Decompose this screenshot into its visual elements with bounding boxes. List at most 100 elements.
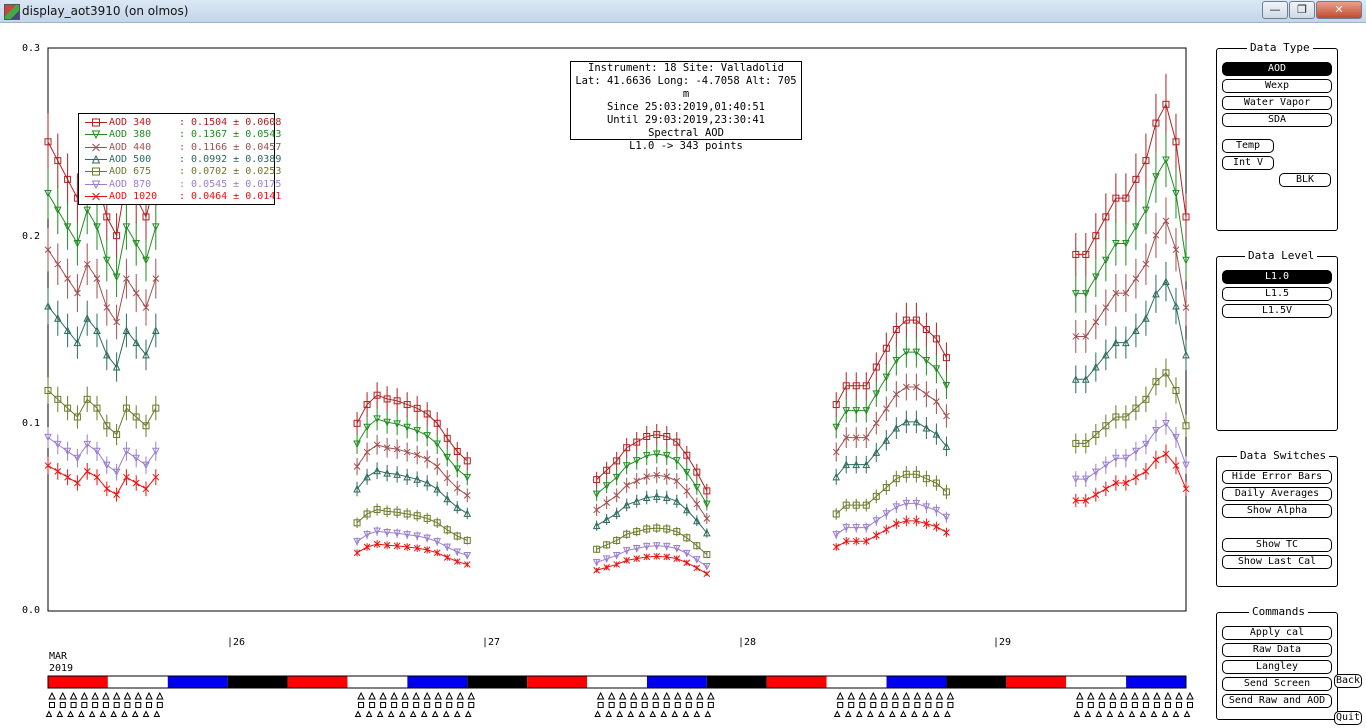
quit-button[interactable]: Quit xyxy=(1334,711,1362,725)
timeline-marker xyxy=(70,702,77,708)
data-point xyxy=(1082,497,1090,504)
data-point xyxy=(912,417,921,426)
timeline-segment xyxy=(587,676,647,688)
data-point xyxy=(593,476,601,484)
data-point xyxy=(383,444,391,452)
data-point xyxy=(882,344,890,352)
data-point xyxy=(453,548,462,557)
int-v-button[interactable]: Int V xyxy=(1222,156,1274,170)
apply-cal-button[interactable]: Apply cal xyxy=(1222,626,1332,640)
timeline-marker xyxy=(56,710,64,717)
level-l1-0-button[interactable]: L1.0 xyxy=(1222,270,1332,284)
data-point xyxy=(663,525,671,533)
data-point xyxy=(1132,447,1140,456)
data-point xyxy=(423,455,431,463)
data-point xyxy=(842,382,850,390)
data-point xyxy=(102,461,111,470)
timeline-marker xyxy=(902,691,911,700)
data-point xyxy=(453,558,461,565)
show-alpha-button[interactable]: Show Alpha xyxy=(1222,504,1332,518)
legend-value: : 0.1166 ± 0.0457 xyxy=(179,141,282,153)
data-point xyxy=(443,526,451,534)
water-vapor-button[interactable]: Water Vapor xyxy=(1222,96,1332,110)
data-point xyxy=(602,482,611,490)
data-point xyxy=(672,545,681,553)
hide-error-bars-button[interactable]: Hide Error Bars xyxy=(1222,470,1332,484)
timeline-segment xyxy=(467,676,528,688)
wexp-button[interactable]: Wexp xyxy=(1222,79,1332,93)
close-button[interactable]: ✕ xyxy=(1316,1,1362,19)
data-point xyxy=(862,434,870,441)
info-instrument: Instrument: 18 Site: Valladolid xyxy=(588,62,784,74)
timeline-marker xyxy=(446,702,453,708)
timeline-marker xyxy=(1164,702,1171,708)
data-point xyxy=(102,350,111,359)
timeline-marker xyxy=(1120,702,1127,708)
info-level-points: L1.0 -> 343 points xyxy=(629,140,743,152)
langley-button[interactable]: Langley xyxy=(1222,660,1332,674)
data-point xyxy=(142,350,150,359)
legend-label: AOD 440 xyxy=(109,141,152,153)
timeline-marker xyxy=(131,710,139,717)
data-point xyxy=(902,417,911,426)
day-tick-label: |27 xyxy=(482,637,501,648)
timeline-marker xyxy=(1073,710,1081,717)
timeline-marker xyxy=(704,710,712,717)
minimize-button[interactable]: — xyxy=(1262,1,1288,19)
data-point xyxy=(1172,138,1180,146)
timeline-marker xyxy=(651,691,660,700)
send-screen-button[interactable]: Send Screen xyxy=(1222,677,1332,691)
data-point xyxy=(1112,289,1120,297)
timeline-segment xyxy=(527,676,588,688)
data-point xyxy=(943,529,950,536)
data-point xyxy=(892,423,901,432)
level-l1-5-button[interactable]: L1.5 xyxy=(1222,287,1332,301)
timeline-marker xyxy=(412,691,420,700)
data-point xyxy=(922,503,931,511)
timeline-marker xyxy=(1161,710,1169,717)
data-point xyxy=(353,519,361,527)
data-point xyxy=(1132,326,1140,334)
data-point xyxy=(44,301,52,310)
show-last-cal-button[interactable]: Show Last Cal xyxy=(1222,555,1332,569)
timeline-marker xyxy=(608,702,615,708)
data-point xyxy=(603,541,611,549)
data-point xyxy=(74,289,81,297)
data-point xyxy=(393,420,401,429)
show-tc-button[interactable]: Show TC xyxy=(1222,538,1332,552)
data-point xyxy=(862,382,870,390)
timeline-marker xyxy=(99,710,107,717)
data-point xyxy=(83,206,92,215)
data-point xyxy=(1072,250,1080,258)
data-point xyxy=(693,564,701,572)
back-button[interactable]: Back xyxy=(1334,674,1362,688)
data-point xyxy=(1132,404,1140,412)
maximize-button[interactable]: ❐ xyxy=(1289,1,1315,19)
timeline-marker xyxy=(605,710,612,717)
level-l1-5v-button[interactable]: L1.5V xyxy=(1222,304,1332,318)
sda-button[interactable]: SDA xyxy=(1222,113,1332,127)
daily-averages-button[interactable]: Daily Averages xyxy=(1222,487,1332,501)
data-point xyxy=(413,512,421,520)
timeline-marker xyxy=(354,710,362,717)
timeline-marker xyxy=(59,702,66,708)
temp-button[interactable]: Temp xyxy=(1222,139,1274,153)
send-raw-and-aod-button[interactable]: Send Raw and AOD xyxy=(1222,694,1332,708)
data-point xyxy=(1082,250,1090,258)
data-point xyxy=(64,473,71,481)
raw-data-button[interactable]: Raw Data xyxy=(1222,643,1332,657)
data-point xyxy=(1122,194,1130,202)
data-point xyxy=(882,436,891,444)
data-point xyxy=(1082,290,1090,298)
data-point xyxy=(923,520,930,528)
data-point xyxy=(852,537,860,545)
data-point xyxy=(882,373,891,382)
data-point xyxy=(152,275,160,282)
blk-button[interactable]: BLK xyxy=(1279,173,1331,187)
data-point xyxy=(433,463,441,470)
aod-button[interactable]: AOD xyxy=(1222,62,1332,76)
timeline-marker xyxy=(134,691,143,700)
data-point xyxy=(933,523,940,530)
data-point xyxy=(703,487,711,495)
data-point xyxy=(892,520,900,528)
